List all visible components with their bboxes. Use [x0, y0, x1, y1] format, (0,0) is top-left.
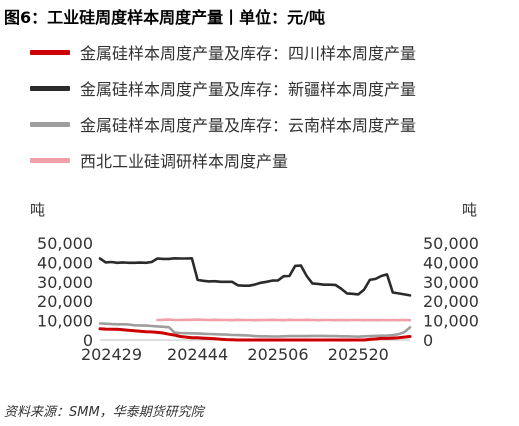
y-tick-label-right: 40,000 [423, 253, 479, 272]
x-tick-label: 202444 [167, 345, 228, 364]
y-tick-label-right: 50,000 [423, 234, 479, 253]
legend-item: 金属硅样本周度产量及库存：新疆样本周度产量 [30, 70, 416, 106]
legend-label: 金属硅样本周度产量及库存：四川样本周度产量 [80, 44, 417, 63]
y-tick-label-left: 0 [83, 331, 93, 350]
y-tick-label-right: 0 [423, 331, 433, 350]
legend-swatch [30, 157, 70, 163]
series-line [98, 327, 412, 342]
legend-item: 金属硅样本周度产量及库存：四川样本周度产量 [30, 34, 416, 70]
legend-swatch [30, 121, 70, 127]
source-note: 资料来源：SMM，华泰期货研究院 [4, 405, 204, 420]
legend: 金属硅样本周度产量及库存：四川样本周度产量 金属硅样本周度产量及库存：新疆样本周… [30, 34, 416, 178]
legend-label: 金属硅样本周度产量及库存：新疆样本周度产量 [80, 80, 417, 99]
y-tick-label-left: 50,000 [37, 234, 93, 253]
series-line [98, 322, 412, 338]
x-tick-label: 202506 [247, 345, 308, 364]
y-tick-label-left: 20,000 [37, 292, 93, 311]
legend-swatch [30, 85, 70, 91]
left-axis-unit: 吨 [30, 201, 46, 219]
x-tick-label: 202520 [328, 345, 389, 364]
y-tick-label-right: 30,000 [423, 273, 479, 292]
y-tick-label-left: 30,000 [37, 273, 93, 292]
y-tick-label-left: 40,000 [37, 253, 93, 272]
chart-title: 图6：工业硅周度样本周度产量丨单位：元/吨 [4, 8, 325, 27]
legend-item: 金属硅样本周度产量及库存：云南样本周度产量 [30, 106, 416, 142]
y-tick-label-right: 10,000 [423, 312, 479, 331]
y-tick-label-left: 10,000 [37, 312, 93, 331]
legend-label: 金属硅样本周度产量及库存：云南样本周度产量 [80, 116, 417, 135]
legend-label: 西北工业硅调研样本周度产量 [80, 152, 289, 171]
series-line [156, 318, 412, 322]
legend-swatch [30, 49, 70, 55]
x-tick-label: 202429 [81, 345, 142, 364]
y-tick-label-right: 20,000 [423, 292, 479, 311]
series-line [98, 257, 412, 297]
legend-item: 西北工业硅调研样本周度产量 [30, 142, 416, 178]
right-axis-unit: 吨 [462, 201, 478, 219]
